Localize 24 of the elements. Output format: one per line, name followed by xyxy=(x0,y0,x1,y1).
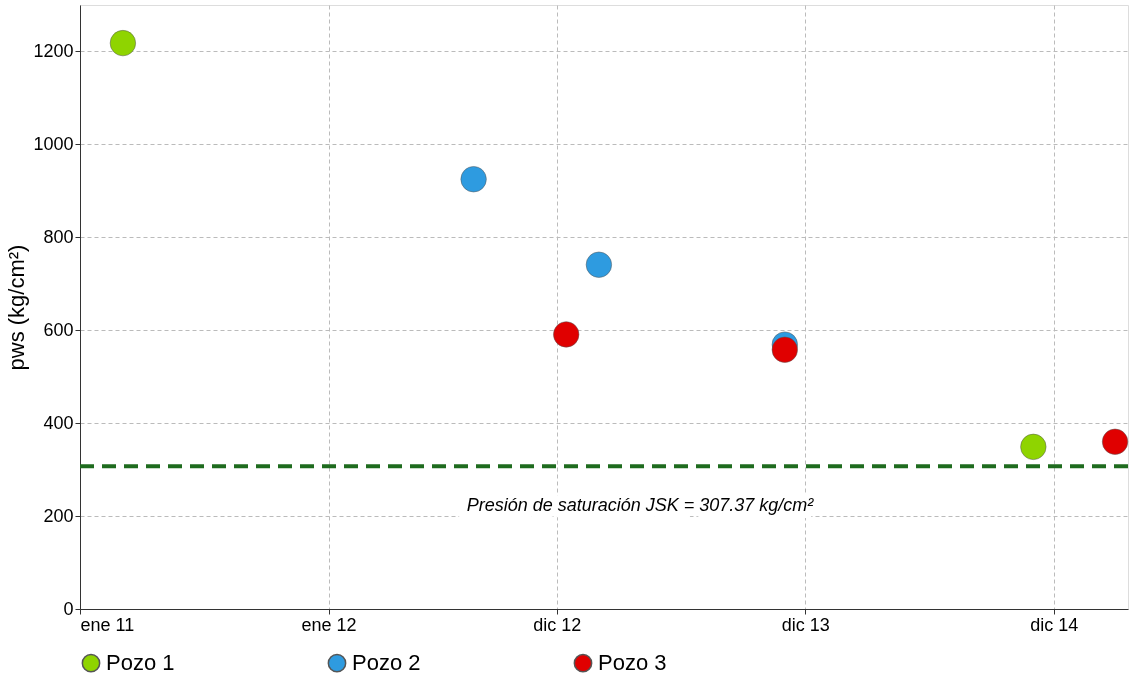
ref-line-label: Presión de saturación JSK = 307.37 kg/cm² xyxy=(466,495,815,516)
x-tick-label: ene 11 xyxy=(80,614,135,635)
y-tick-label: 1000 xyxy=(33,133,74,154)
y-tick-label: 0 xyxy=(63,598,74,619)
point xyxy=(460,166,487,193)
x-tick-label: ene 12 xyxy=(301,614,357,635)
x-tick-label: dic 13 xyxy=(781,614,830,635)
point xyxy=(771,336,798,363)
y-tick-label: 1200 xyxy=(33,40,74,61)
legend-label: Pozo 3 xyxy=(598,650,667,676)
legend-label: Pozo 1 xyxy=(106,650,175,676)
point xyxy=(1020,433,1047,460)
y-tick-label: 800 xyxy=(43,226,74,247)
y-tick-label: 400 xyxy=(43,412,74,433)
point xyxy=(109,30,136,57)
point xyxy=(585,251,612,278)
x-tick-label: dic 12 xyxy=(533,614,582,635)
point xyxy=(553,321,580,348)
legend-label: Pozo 2 xyxy=(352,650,421,676)
x-tick-label: dic 14 xyxy=(1030,614,1079,635)
y-tick-label: 200 xyxy=(43,505,74,526)
y-axis-title: pws (kg/cm²) xyxy=(4,244,30,371)
point xyxy=(1102,428,1129,455)
y-tick-label: 600 xyxy=(43,319,74,340)
